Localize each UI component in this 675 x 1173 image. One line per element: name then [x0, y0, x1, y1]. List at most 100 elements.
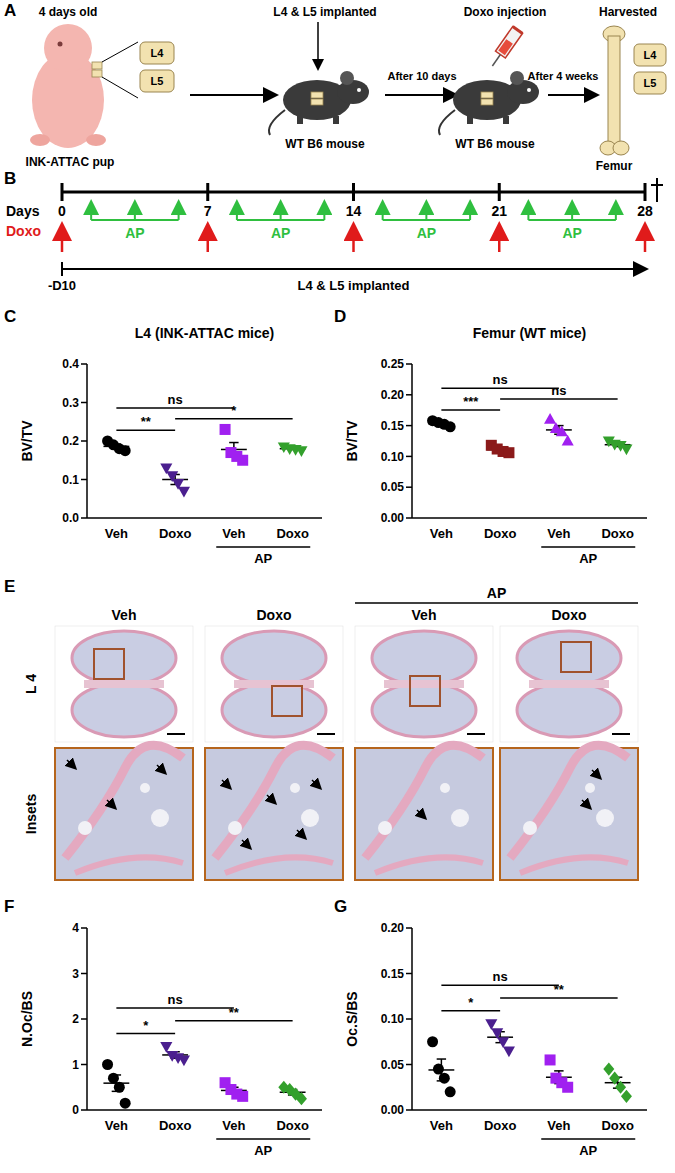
svg-text:21: 21	[491, 203, 507, 219]
svg-text:BV/TV: BV/TV	[20, 420, 35, 462]
svg-text:0.25: 0.25	[381, 357, 405, 371]
svg-text:**: **	[141, 414, 152, 429]
svg-text:Doxo: Doxo	[552, 607, 587, 623]
svg-text:Veh: Veh	[222, 1118, 245, 1133]
svg-text:0.10: 0.10	[381, 1012, 405, 1026]
svg-text:N.Oc/BS: N.Oc/BS	[20, 991, 35, 1047]
svg-text:E: E	[4, 577, 15, 596]
svg-text:After 4 weeks: After 4 weeks	[528, 70, 599, 82]
svg-text:0.1: 0.1	[62, 473, 79, 487]
svg-text:Doxo: Doxo	[276, 1118, 309, 1133]
svg-text:-D10: -D10	[48, 278, 76, 293]
svg-text:**: **	[229, 1005, 240, 1020]
svg-text:AP: AP	[487, 585, 506, 601]
svg-text:L4 & L5 implanted: L4 & L5 implanted	[298, 278, 410, 293]
svg-text:0.20: 0.20	[381, 921, 405, 935]
svg-text:Veh: Veh	[430, 526, 453, 541]
svg-text:0.15: 0.15	[381, 967, 405, 981]
svg-text:After 10 days: After 10 days	[387, 70, 456, 82]
svg-text:1: 1	[72, 1058, 79, 1072]
svg-text:WT B6 mouse: WT B6 mouse	[285, 137, 365, 151]
svg-text:C: C	[4, 307, 16, 326]
svg-text:4 days old: 4 days old	[39, 5, 98, 19]
svg-text:0.00: 0.00	[381, 511, 405, 525]
svg-text:0.05: 0.05	[381, 480, 405, 494]
svg-text:B: B	[4, 169, 16, 188]
svg-text:2: 2	[72, 1012, 79, 1026]
svg-text:ns: ns	[493, 372, 508, 387]
svg-text:14: 14	[346, 203, 362, 219]
svg-text:Days: Days	[6, 203, 40, 219]
svg-text:*: *	[143, 1018, 149, 1033]
svg-text:0.10: 0.10	[381, 450, 405, 464]
svg-text:INK-ATTAC pup: INK-ATTAC pup	[26, 155, 115, 169]
svg-text:Veh: Veh	[105, 1118, 128, 1133]
svg-text:F: F	[4, 897, 14, 916]
svg-text:L4 & L5 implanted: L4 & L5 implanted	[273, 5, 376, 19]
svg-text:ns: ns	[168, 992, 183, 1007]
svg-text:A: A	[4, 1, 16, 20]
svg-text:ns: ns	[551, 383, 566, 398]
svg-text:Doxo: Doxo	[484, 526, 517, 541]
svg-text:3: 3	[72, 967, 79, 981]
svg-text:L4: L4	[151, 47, 165, 59]
svg-text:7: 7	[204, 203, 212, 219]
svg-text:0.05: 0.05	[381, 1058, 405, 1072]
svg-text:28: 28	[637, 203, 653, 219]
svg-text:AP: AP	[271, 225, 290, 241]
svg-text:L4 (INK-ATTAC mice): L4 (INK-ATTAC mice)	[135, 325, 274, 341]
svg-text:AP: AP	[125, 225, 144, 241]
svg-text:0.2: 0.2	[62, 434, 79, 448]
svg-text:Veh: Veh	[105, 526, 128, 541]
svg-text:AP: AP	[254, 1143, 272, 1158]
svg-text:Veh: Veh	[112, 607, 137, 623]
svg-text:D: D	[334, 307, 346, 326]
svg-text:Doxo: Doxo	[484, 1118, 517, 1133]
svg-text:Veh: Veh	[412, 607, 437, 623]
svg-text:AP: AP	[254, 551, 272, 566]
svg-text:Harvested: Harvested	[599, 5, 657, 19]
svg-text:0.4: 0.4	[62, 357, 79, 371]
svg-text:Insets: Insets	[23, 794, 39, 835]
svg-text:0.20: 0.20	[381, 388, 405, 402]
svg-text:Femur (WT mice): Femur (WT mice)	[473, 325, 587, 341]
svg-text:Veh: Veh	[222, 526, 245, 541]
svg-text:Oc.S/BS: Oc.S/BS	[345, 991, 360, 1046]
svg-text:ns: ns	[493, 969, 508, 984]
svg-text:0.0: 0.0	[62, 511, 79, 525]
svg-text:L5: L5	[644, 77, 657, 89]
svg-text:ns: ns	[168, 392, 183, 407]
svg-text:0.15: 0.15	[381, 419, 405, 433]
svg-text:**: **	[554, 982, 565, 997]
svg-text:Veh: Veh	[430, 1118, 453, 1133]
svg-text:AP: AP	[579, 551, 597, 566]
svg-text:AP: AP	[562, 225, 581, 241]
svg-text:Doxo: Doxo	[257, 607, 292, 623]
svg-text:BV/TV: BV/TV	[345, 420, 360, 462]
svg-text:Doxo injection: Doxo injection	[464, 5, 547, 19]
svg-text:L5: L5	[151, 75, 164, 87]
svg-text:*: *	[468, 995, 474, 1010]
svg-text:AP: AP	[579, 1143, 597, 1158]
svg-text:*: *	[231, 403, 237, 418]
svg-text:Veh: Veh	[547, 526, 570, 541]
svg-text:0: 0	[58, 203, 66, 219]
svg-text:Doxo: Doxo	[159, 1118, 192, 1133]
svg-text:L4: L4	[644, 49, 658, 61]
svg-text:0.3: 0.3	[62, 396, 79, 410]
svg-text:Doxo: Doxo	[159, 526, 192, 541]
svg-text:***: ***	[463, 394, 479, 409]
svg-text:WT B6 mouse: WT B6 mouse	[455, 137, 535, 151]
svg-text:Femur: Femur	[596, 159, 633, 173]
svg-text:0.00: 0.00	[381, 1103, 405, 1117]
svg-text:Veh: Veh	[547, 1118, 570, 1133]
svg-text:G: G	[334, 897, 347, 916]
svg-text:Doxo: Doxo	[276, 526, 309, 541]
svg-text:Doxo: Doxo	[601, 526, 634, 541]
svg-text:AP: AP	[417, 225, 436, 241]
svg-text:Doxo: Doxo	[601, 1118, 634, 1133]
svg-text:L 4: L 4	[23, 674, 39, 694]
svg-text:4: 4	[72, 921, 79, 935]
svg-text:Doxo: Doxo	[6, 223, 41, 239]
svg-text:0: 0	[72, 1103, 79, 1117]
